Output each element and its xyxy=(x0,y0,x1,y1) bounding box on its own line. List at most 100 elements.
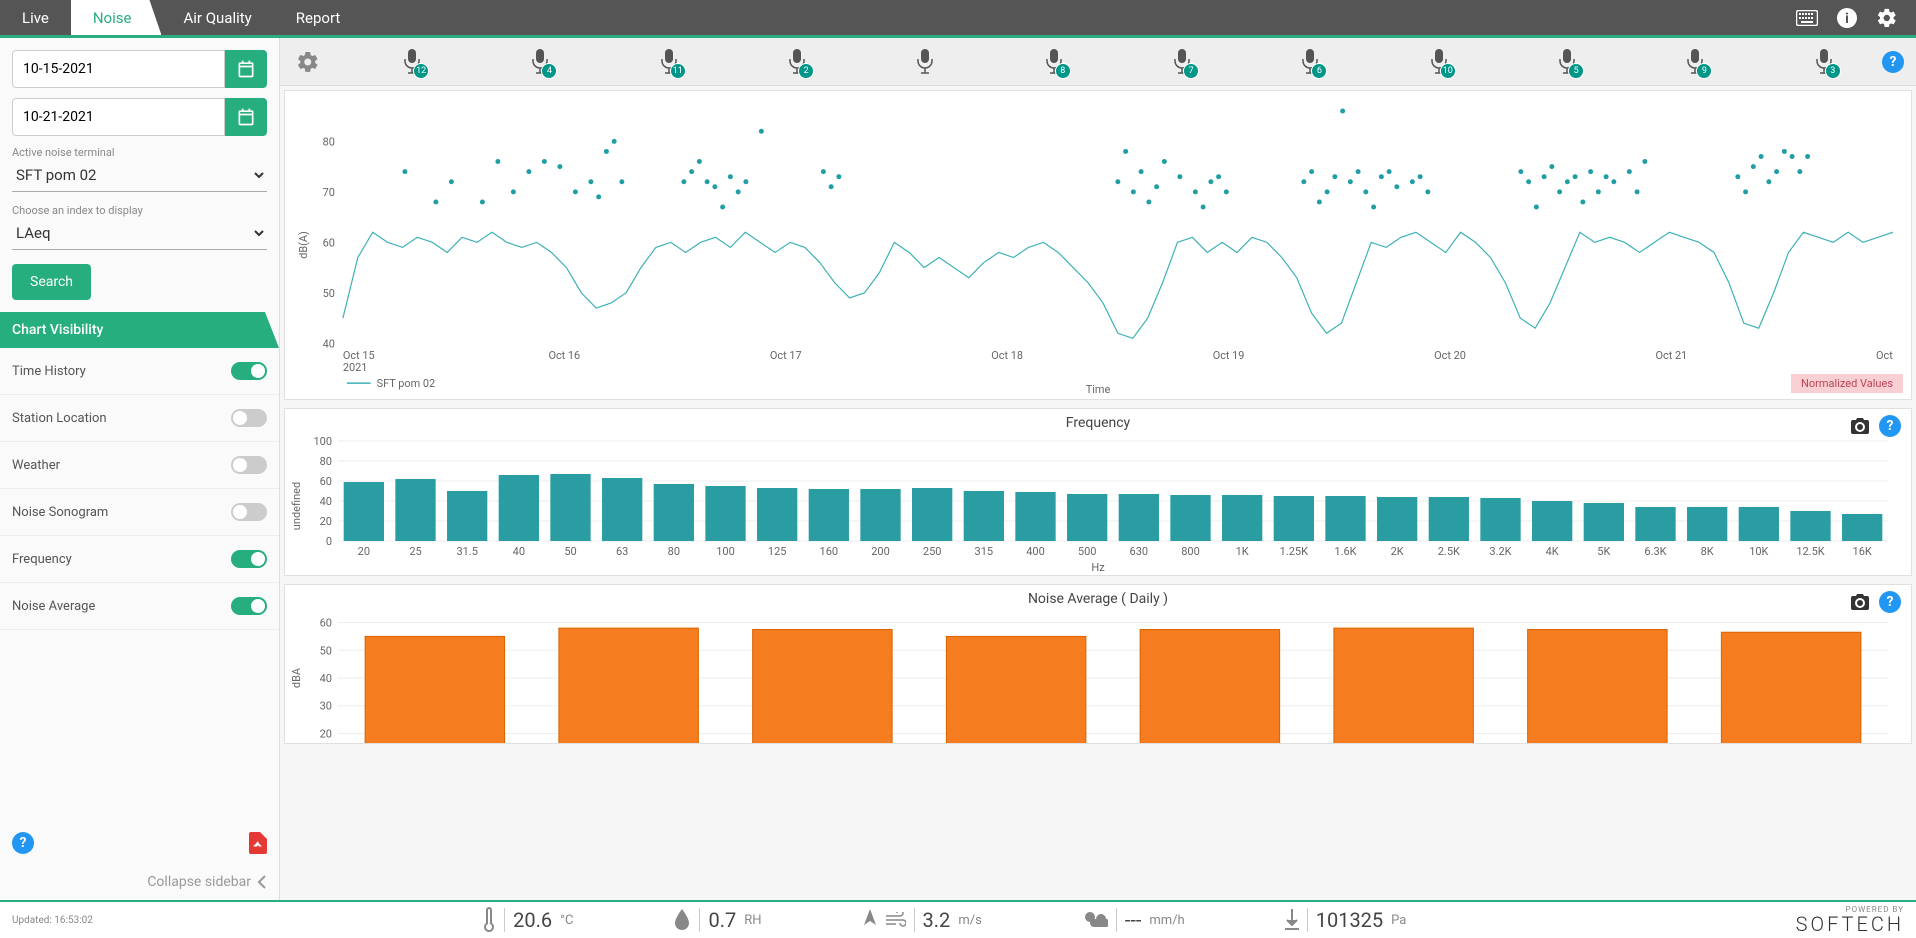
info-icon[interactable]: i xyxy=(1836,7,1858,29)
pdf-icon[interactable] xyxy=(249,832,267,854)
svg-text:i: i xyxy=(1845,11,1849,27)
toggle-label: Noise Sonogram xyxy=(12,505,108,520)
mic-11[interactable]: 11 xyxy=(660,49,678,75)
svg-text:60: 60 xyxy=(323,236,335,249)
mic-4[interactable]: 4 xyxy=(531,49,549,75)
nav-actions: i xyxy=(1796,0,1916,35)
tab-live[interactable]: Live xyxy=(0,0,71,35)
date-from-input[interactable] xyxy=(12,50,225,88)
powered-by: POWERED BY SOFTECH xyxy=(1796,906,1904,934)
svg-text:60: 60 xyxy=(320,617,332,630)
svg-text:1.25K: 1.25K xyxy=(1280,545,1308,558)
keyboard-icon[interactable] xyxy=(1796,10,1818,26)
svg-text:40: 40 xyxy=(320,495,332,508)
toggle-switch[interactable] xyxy=(231,456,267,474)
rain-metric: ---mm/h xyxy=(1082,907,1185,933)
noise-average-chart: Noise Average ( Daily ) ? 2030405060dBA xyxy=(284,584,1912,744)
svg-text:100: 100 xyxy=(716,545,735,558)
svg-text:100: 100 xyxy=(313,437,332,448)
compass-icon xyxy=(862,909,878,931)
svg-text:125: 125 xyxy=(768,545,787,558)
mic-3[interactable]: 3 xyxy=(1815,49,1833,75)
svg-text:1.6K: 1.6K xyxy=(1334,545,1356,558)
mic-badge: 12 xyxy=(413,63,429,79)
updated-timestamp: Updated: 16:53:02 xyxy=(12,915,93,926)
svg-text:200: 200 xyxy=(871,545,890,558)
mic-strip: 12 4 11 2 8 7 6 10 5 9 3 ? xyxy=(280,38,1916,86)
toggle-switch[interactable] xyxy=(231,409,267,427)
pressure-metric: 101325Pa xyxy=(1285,907,1407,933)
date-to-picker-button[interactable] xyxy=(225,98,267,136)
svg-text:80: 80 xyxy=(323,135,335,148)
svg-text:2K: 2K xyxy=(1391,545,1404,558)
mic-5[interactable]: 5 xyxy=(1558,49,1576,75)
mic-badge: 7 xyxy=(1183,63,1199,79)
collapse-sidebar-button[interactable]: Collapse sidebar xyxy=(0,864,279,900)
svg-text:80: 80 xyxy=(668,545,680,558)
toggle-row-time-history: Time History xyxy=(0,348,279,395)
avg-help-icon[interactable]: ? xyxy=(1879,591,1901,613)
svg-text:Time: Time xyxy=(1086,383,1111,396)
chevron-left-icon xyxy=(257,875,267,889)
tab-report[interactable]: Report xyxy=(274,0,363,35)
toggle-label: Weather xyxy=(12,458,60,473)
search-button[interactable]: Search xyxy=(12,264,91,300)
frequency-title: Frequency xyxy=(285,409,1911,437)
thermometer-icon xyxy=(482,907,496,933)
svg-text:800: 800 xyxy=(1181,545,1200,558)
toggle-switch[interactable] xyxy=(231,550,267,568)
footer: Updated: 16:53:02 20.6°C 0.7RH 3.2m/s --… xyxy=(0,900,1916,938)
freq-help-icon[interactable]: ? xyxy=(1879,415,1901,437)
toggle-row-station-location: Station Location xyxy=(0,395,279,442)
date-from-picker-button[interactable] xyxy=(225,50,267,88)
wind-metric: 3.2m/s xyxy=(862,907,982,933)
mic-badge: 10 xyxy=(1440,63,1456,79)
svg-text:63: 63 xyxy=(616,545,628,558)
strip-settings-icon[interactable] xyxy=(296,50,320,74)
svg-text:16K: 16K xyxy=(1853,545,1872,558)
toggle-switch[interactable] xyxy=(231,597,267,615)
svg-text:SFT pom 02: SFT pom 02 xyxy=(377,377,435,390)
svg-text:30: 30 xyxy=(320,700,332,713)
mic-6[interactable]: 6 xyxy=(1301,49,1319,75)
mic-12[interactable]: 12 xyxy=(403,49,421,75)
toggle-switch[interactable] xyxy=(231,362,267,380)
mic-empty[interactable] xyxy=(916,49,934,75)
svg-text:1K: 1K xyxy=(1236,545,1249,558)
toggle-row-noise-average: Noise Average xyxy=(0,583,279,630)
mic-2[interactable]: 2 xyxy=(788,49,806,75)
toggle-label: Frequency xyxy=(12,552,72,567)
toggle-switch[interactable] xyxy=(231,503,267,521)
mic-8[interactable]: 8 xyxy=(1045,49,1063,75)
tab-noise[interactable]: Noise xyxy=(71,0,162,35)
svg-text:8K: 8K xyxy=(1701,545,1714,558)
main-content: 12411287610593 ? 4050607080dB(A)Oct 15Oc… xyxy=(280,38,1916,900)
svg-text:10K: 10K xyxy=(1749,545,1768,558)
date-to-input[interactable] xyxy=(12,98,225,136)
mic-badge: 2 xyxy=(798,63,814,79)
camera-icon[interactable] xyxy=(1851,418,1869,434)
mic-10[interactable]: 10 xyxy=(1430,49,1448,75)
help-icon[interactable]: ? xyxy=(12,832,34,854)
svg-text:2.5K: 2.5K xyxy=(1438,545,1460,558)
camera-icon[interactable] xyxy=(1851,594,1869,610)
svg-text:5K: 5K xyxy=(1597,545,1610,558)
terminal-select[interactable]: SFT pom 02 xyxy=(12,159,267,192)
svg-text:630: 630 xyxy=(1130,545,1149,558)
droplet-icon xyxy=(673,909,691,931)
svg-text:40: 40 xyxy=(323,337,335,350)
settings-icon[interactable] xyxy=(1876,7,1898,29)
strip-help-icon[interactable]: ? xyxy=(1882,51,1904,73)
index-select[interactable]: LAeq xyxy=(12,217,267,250)
normalized-values-button[interactable]: Normalized Values xyxy=(1791,374,1903,393)
weather-icon xyxy=(1082,909,1108,931)
svg-text:50: 50 xyxy=(564,545,576,558)
index-label: Choose an index to display xyxy=(12,204,267,217)
mic-7[interactable]: 7 xyxy=(1173,49,1191,75)
mic-badge: 6 xyxy=(1311,63,1327,79)
mic-9[interactable]: 9 xyxy=(1686,49,1704,75)
toggle-label: Noise Average xyxy=(12,599,95,614)
tab-air-quality[interactable]: Air Quality xyxy=(161,0,273,35)
mic-badge: 9 xyxy=(1696,63,1712,79)
svg-text:Oct: Oct xyxy=(1876,349,1893,362)
